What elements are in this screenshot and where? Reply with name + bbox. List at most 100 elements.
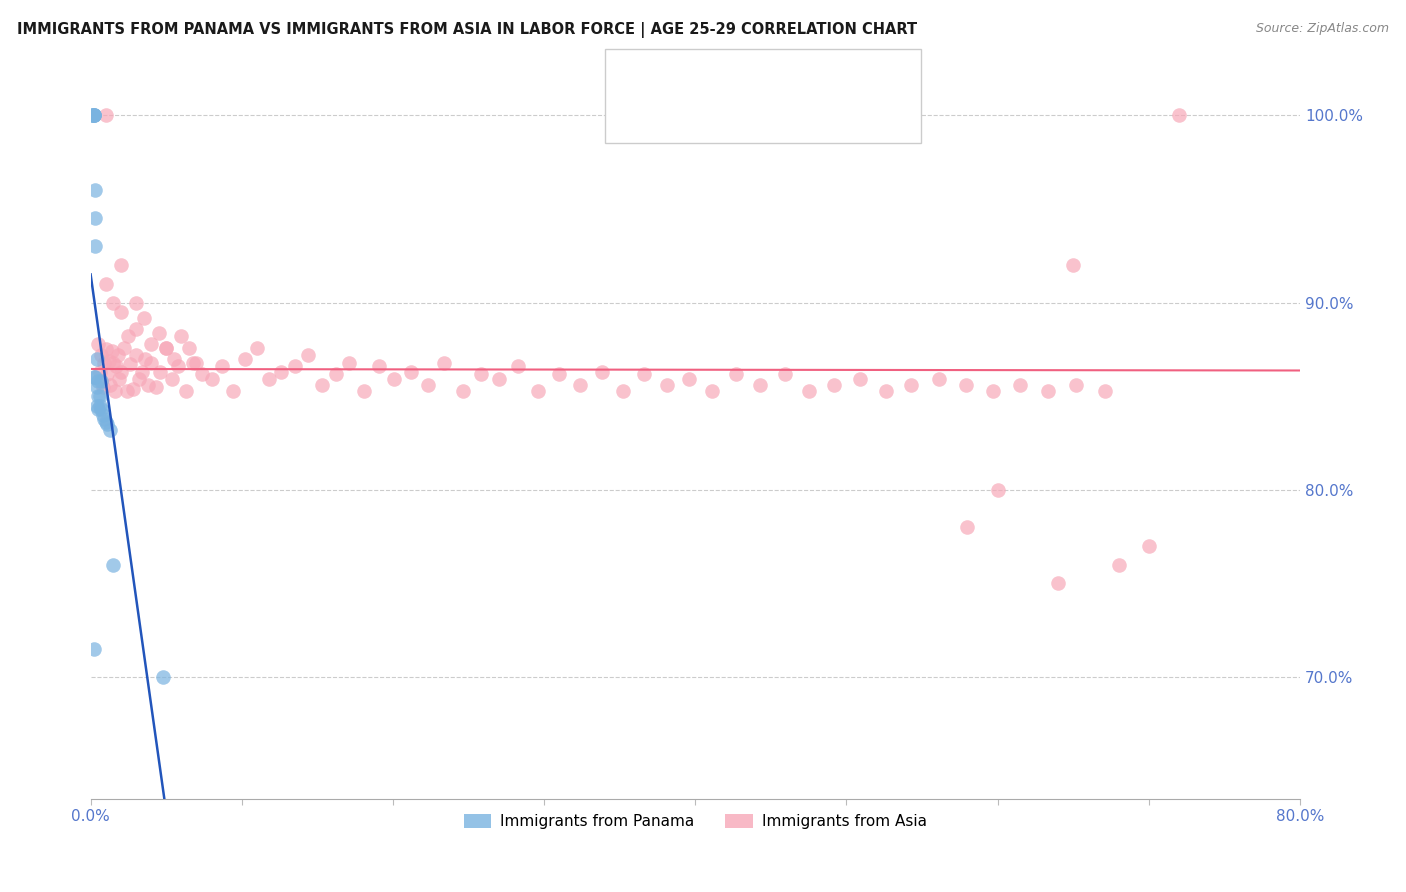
Point: [162, 372, 184, 386]
Point: [82, 108, 104, 122]
Point: [86, 380, 108, 394]
Point: [94, 108, 117, 122]
Point: [96, 367, 118, 381]
Point: [89, 399, 111, 413]
Point: [87, 374, 110, 388]
Point: [131, 365, 153, 379]
Point: [118, 358, 141, 372]
Point: [107, 348, 129, 362]
Point: [125, 295, 148, 310]
Point: [191, 367, 214, 381]
Point: [110, 365, 132, 379]
Text: 103: 103: [827, 104, 860, 122]
Point: [84, 370, 107, 384]
Point: [136, 378, 159, 392]
Point: [90, 374, 112, 388]
Point: [149, 365, 172, 379]
Point: [87, 336, 110, 351]
Bar: [621, 102, 651, 125]
Text: -0.004: -0.004: [711, 104, 770, 122]
Point: [797, 384, 820, 398]
Point: [337, 355, 360, 369]
Point: [353, 384, 375, 398]
Point: [89, 365, 111, 379]
Point: [93, 355, 115, 369]
Point: [569, 378, 592, 392]
Point: [1137, 539, 1160, 553]
Point: [725, 367, 748, 381]
Point: [103, 295, 125, 310]
Point: [170, 329, 193, 343]
Point: [246, 341, 269, 355]
Point: [125, 322, 148, 336]
Point: [433, 355, 456, 369]
Point: [132, 310, 155, 325]
Text: 0.403: 0.403: [711, 70, 763, 87]
Point: [875, 384, 897, 398]
Point: [94, 343, 117, 357]
Point: [83, 642, 105, 657]
Point: [928, 372, 950, 386]
Point: [152, 670, 174, 684]
Point: [83, 370, 105, 384]
Point: [655, 378, 678, 392]
Point: [270, 365, 292, 379]
Point: [470, 367, 492, 381]
Point: [139, 355, 162, 369]
Point: [233, 351, 256, 366]
Point: [257, 372, 280, 386]
Point: [325, 367, 347, 381]
Point: [633, 367, 655, 381]
Point: [508, 359, 530, 374]
Legend: Immigrants from Panama, Immigrants from Asia: Immigrants from Panama, Immigrants from …: [457, 808, 934, 835]
Point: [284, 359, 307, 374]
Point: [451, 384, 474, 398]
Point: [134, 351, 156, 366]
Point: [98, 378, 121, 392]
Point: [117, 329, 139, 343]
Point: [1094, 384, 1116, 398]
Point: [122, 382, 145, 396]
Point: [90, 348, 112, 362]
Point: [83, 108, 105, 122]
Point: [83, 108, 105, 122]
Point: [384, 372, 406, 386]
Text: R =: R =: [659, 106, 688, 120]
Bar: [621, 67, 651, 90]
Point: [1168, 108, 1191, 122]
Point: [101, 344, 124, 359]
Point: [84, 211, 107, 226]
Point: [177, 341, 200, 355]
Point: [115, 384, 138, 398]
Point: [87, 402, 110, 417]
Point: [105, 359, 128, 374]
Point: [83, 108, 105, 122]
Point: [591, 365, 613, 379]
Point: [981, 384, 1004, 398]
Point: [112, 341, 135, 355]
Point: [1062, 258, 1084, 272]
Point: [1047, 576, 1070, 591]
Point: [700, 384, 723, 398]
Point: [1108, 558, 1130, 572]
Point: [368, 359, 391, 374]
Point: [956, 520, 979, 534]
Point: [678, 372, 700, 386]
Point: [416, 378, 439, 392]
Point: [91, 380, 114, 394]
Point: [104, 384, 127, 398]
Text: Source: ZipAtlas.com: Source: ZipAtlas.com: [1256, 22, 1389, 36]
Point: [84, 183, 107, 197]
Point: [125, 348, 148, 362]
Point: [849, 372, 872, 386]
Point: [86, 399, 108, 413]
Point: [488, 372, 510, 386]
Point: [128, 372, 150, 386]
Text: 29: 29: [827, 70, 849, 87]
Point: [186, 355, 208, 369]
Point: [1064, 378, 1087, 392]
Point: [200, 372, 222, 386]
Point: [145, 380, 167, 394]
Point: [97, 353, 120, 368]
Point: [773, 367, 796, 381]
